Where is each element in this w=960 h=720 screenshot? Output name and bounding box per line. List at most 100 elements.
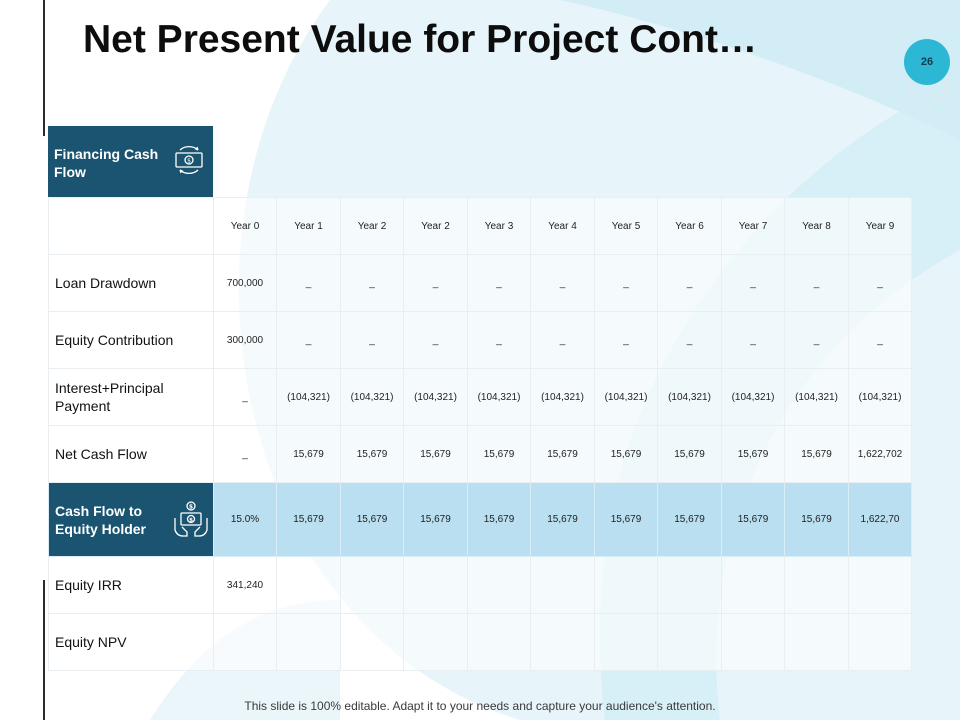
table-cell: (104,321)	[721, 368, 785, 426]
year-header: Year 0	[213, 197, 277, 255]
table-cell: _	[467, 254, 531, 312]
left-accent-line-bottom	[43, 580, 45, 720]
table-cell: 15,679	[467, 482, 531, 557]
table-cell: _	[467, 311, 531, 369]
row-label: Equity Contribution	[48, 311, 214, 369]
left-accent-line-top	[43, 0, 45, 136]
footer-note: This slide is 100% editable. Adapt it to…	[244, 699, 716, 713]
table-cell: 15,679	[276, 482, 341, 557]
table-cell: (104,321)	[276, 368, 341, 426]
table-row-equity-irr: Equity IRR 341,240	[48, 556, 912, 614]
year-header: Year 6	[657, 197, 722, 255]
table-cell: _	[784, 254, 849, 312]
table-cell: 15,679	[467, 425, 531, 483]
row-label: Cash Flow to Equity Holder	[55, 502, 147, 537]
table-cell: 15,679	[276, 425, 341, 483]
year-header: Year 8	[784, 197, 849, 255]
table-cell: 15,679	[721, 425, 785, 483]
table-cell	[848, 613, 912, 671]
table-cell: _	[276, 254, 341, 312]
table-cell: _	[848, 254, 912, 312]
cash-flow-table: Year 0 Year 1 Year 2 Year 2 Year 3 Year …	[48, 197, 912, 671]
table-cell: _	[657, 311, 722, 369]
table-cell: (104,321)	[467, 368, 531, 426]
table-cell	[467, 556, 531, 614]
row-label: Net Cash Flow	[48, 425, 214, 483]
table-cell: 1,622,702	[848, 425, 912, 483]
table-cell: (104,321)	[340, 368, 404, 426]
table-cell	[213, 613, 277, 671]
table-cell	[657, 613, 722, 671]
table-cell: _	[340, 311, 404, 369]
table-cell: _	[403, 311, 468, 369]
table-cell	[848, 556, 912, 614]
table-cell: 15,679	[784, 482, 849, 557]
table-cell	[721, 556, 785, 614]
header-corner	[48, 197, 214, 255]
table-row-net-cash-flow: Net Cash Flow _ 15,679 15,679 15,679 15,…	[48, 425, 912, 483]
row-label-highlight: Cash Flow to Equity Holder $ $	[48, 482, 214, 557]
table-cell: (104,321)	[530, 368, 595, 426]
row-label: Interest+Principal Payment	[48, 368, 214, 426]
table-cell	[594, 556, 658, 614]
year-header-row: Year 0 Year 1 Year 2 Year 2 Year 3 Year …	[48, 197, 912, 255]
table-cell: 15.0%	[213, 482, 277, 557]
table-cell	[530, 556, 595, 614]
table-cell: _	[403, 254, 468, 312]
table-cell: 15,679	[530, 482, 595, 557]
table-cell: _	[594, 311, 658, 369]
table-cell: 341,240	[213, 556, 277, 614]
table-cell: _	[721, 311, 785, 369]
table-cell	[403, 613, 468, 671]
table-row-equity-npv: Equity NPV	[48, 613, 912, 671]
year-header: Year 1	[276, 197, 341, 255]
table-row-interest-principal: Interest+Principal Payment _ (104,321) (…	[48, 368, 912, 426]
money-hands-icon: $ $	[174, 501, 208, 537]
table-cell: _	[594, 254, 658, 312]
table-cell	[340, 613, 404, 671]
svg-text:$: $	[187, 158, 191, 165]
table-cell: 300,000	[213, 311, 277, 369]
slide-title: Net Present Value for Project Cont…	[83, 18, 757, 61]
table-cell: _	[530, 311, 595, 369]
year-header: Year 4	[530, 197, 595, 255]
page-number-badge: 26	[904, 39, 950, 85]
financing-cash-flow-header: Financing Cash Flow $	[48, 126, 213, 197]
table-cell: (104,321)	[848, 368, 912, 426]
year-header: Year 9	[848, 197, 912, 255]
table-cell: (104,321)	[784, 368, 849, 426]
table-cell	[276, 613, 341, 671]
table-cell: (104,321)	[594, 368, 658, 426]
table-row-equity-contribution: Equity Contribution 300,000 _ _ _ _ _ _ …	[48, 311, 912, 369]
table-cell: 15,679	[721, 482, 785, 557]
table-cell: 15,679	[594, 482, 658, 557]
table-cell: (104,321)	[657, 368, 722, 426]
table-cell	[594, 613, 658, 671]
table-cell	[276, 556, 341, 614]
table-cell	[784, 556, 849, 614]
row-label: Equity NPV	[48, 613, 214, 671]
table-cell	[530, 613, 595, 671]
table-cell: 15,679	[403, 425, 468, 483]
table-cell: _	[340, 254, 404, 312]
table-cell: 15,679	[657, 482, 722, 557]
svg-text:$: $	[189, 504, 193, 511]
svg-text:$: $	[189, 517, 193, 523]
table-cell: _	[530, 254, 595, 312]
financing-cash-flow-label: Financing Cash Flow	[54, 146, 159, 180]
table-cell: _	[276, 311, 341, 369]
table-cell: _	[657, 254, 722, 312]
table-cell: 15,679	[594, 425, 658, 483]
year-header: Year 3	[467, 197, 531, 255]
row-label: Loan Drawdown	[48, 254, 214, 312]
table-cell: 700,000	[213, 254, 277, 312]
table-cell	[784, 613, 849, 671]
table-cell	[403, 556, 468, 614]
table-cell: 15,679	[403, 482, 468, 557]
table-cell: _	[213, 425, 277, 483]
table-cell: _	[721, 254, 785, 312]
year-header: Year 2	[340, 197, 404, 255]
table-cell: _	[213, 368, 277, 426]
table-cell: 1,622,70	[848, 482, 912, 557]
table-cell	[340, 556, 404, 614]
